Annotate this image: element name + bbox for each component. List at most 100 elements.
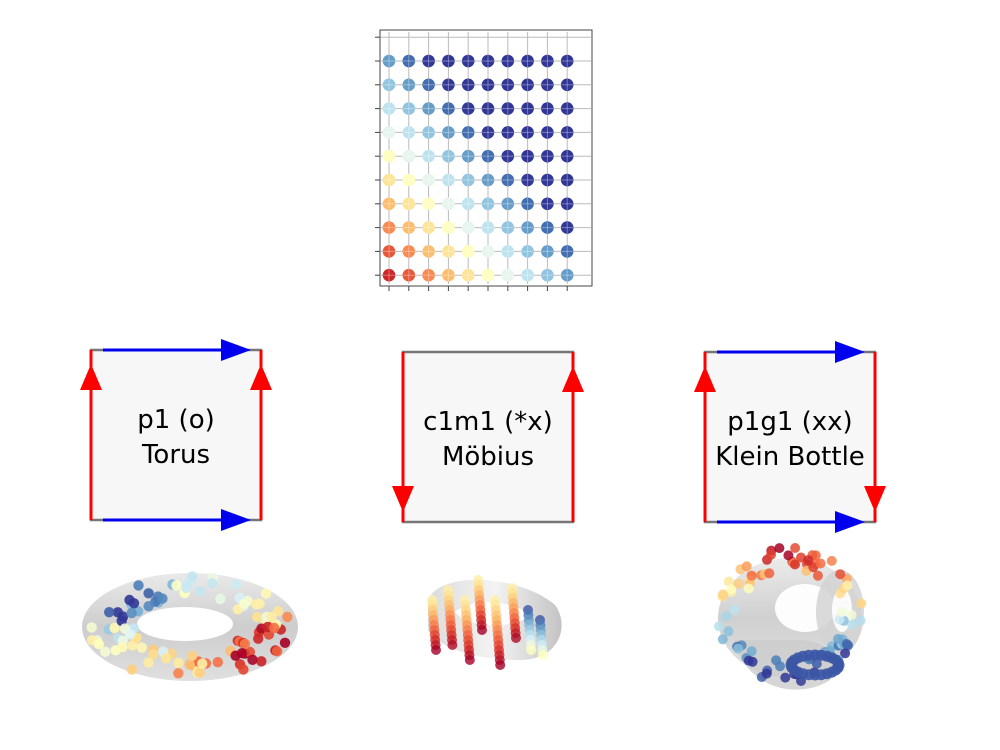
klein-point	[766, 549, 776, 560]
klein-point	[717, 634, 728, 645]
torus-point	[212, 657, 223, 668]
torus-point	[239, 638, 251, 650]
panel-title: p1 (o)	[137, 405, 215, 435]
klein-point	[746, 570, 757, 581]
grid-point	[501, 78, 515, 92]
mobius-point	[537, 650, 548, 660]
torus-point	[215, 593, 226, 605]
edge-arrowhead	[221, 509, 251, 531]
grid-point	[422, 78, 435, 92]
klein-point	[832, 656, 844, 668]
grid-point	[521, 221, 534, 234]
grid-point	[422, 126, 435, 139]
torus-point	[173, 657, 184, 668]
grid-point	[442, 54, 455, 68]
grid-point	[521, 102, 534, 115]
edge-arrowhead	[392, 486, 414, 512]
klein-point	[764, 568, 775, 579]
grid-point	[442, 221, 455, 234]
grid-ticks	[375, 36, 568, 291]
edge-arrowhead	[562, 366, 584, 392]
torus-point	[271, 646, 283, 657]
grid-point	[541, 78, 554, 92]
grid-point	[521, 245, 534, 258]
grid-point	[501, 54, 515, 68]
grid-point	[461, 197, 475, 211]
torus-point	[124, 594, 135, 606]
grid-point	[521, 149, 534, 163]
grid-point	[422, 197, 435, 211]
grid-point	[422, 245, 435, 258]
grid-point	[560, 78, 574, 92]
grid-point	[402, 102, 416, 115]
grid-point	[461, 102, 475, 115]
grid-point	[501, 268, 515, 282]
grid-point	[402, 221, 416, 234]
torus-point	[251, 611, 263, 623]
grid-point	[521, 197, 534, 211]
torus-point	[282, 611, 293, 623]
grid-point	[560, 221, 574, 234]
grid-point	[442, 245, 455, 258]
grid-point	[481, 54, 495, 68]
grid-point	[402, 78, 416, 92]
klein-point	[733, 578, 744, 589]
grid-point	[461, 268, 475, 282]
torus-point	[157, 593, 168, 604]
mobius-point	[477, 625, 487, 635]
klein-point	[721, 611, 732, 622]
torus-point	[197, 658, 208, 669]
grid-point	[442, 78, 455, 92]
grid-point	[541, 173, 554, 187]
grid-point	[422, 173, 435, 187]
grid-point	[541, 54, 554, 68]
torus-point	[253, 633, 264, 644]
grid-point	[521, 126, 534, 139]
klein-point	[841, 639, 852, 649]
mobius-point	[495, 660, 506, 670]
klein-point	[833, 634, 843, 644]
panel-mobius: c1m1 (*x) Möbius	[392, 350, 584, 524]
klein-point	[826, 555, 837, 566]
domain-square	[401, 350, 575, 524]
mobius-point	[447, 640, 458, 650]
grid-point	[481, 245, 495, 258]
grid-point	[442, 126, 455, 139]
edge-arrowhead	[835, 341, 865, 363]
torus-point	[187, 650, 198, 661]
grid-point	[541, 102, 554, 115]
klein-point	[726, 584, 737, 595]
klein-point	[835, 569, 846, 580]
grid-point	[402, 54, 416, 68]
grid-point	[521, 173, 534, 187]
torus-point	[187, 571, 198, 582]
panel-torus: p1 (o) Torus	[80, 339, 272, 531]
grid-point	[481, 78, 495, 92]
panel-title: p1g1 (xx)	[727, 407, 852, 437]
grid-point	[402, 173, 416, 187]
grid-point	[541, 197, 554, 211]
grid-point	[560, 245, 574, 258]
mobius-point	[526, 645, 537, 655]
torus-point	[256, 656, 267, 667]
torus-point	[230, 650, 241, 661]
torus-point	[184, 659, 195, 670]
panel-subtitle: Möbius	[442, 442, 534, 472]
grid-point	[541, 149, 554, 163]
klein-point	[761, 668, 772, 679]
torus-point	[117, 642, 128, 653]
grid-point	[461, 78, 475, 92]
panel-title: c1m1 (*x)	[423, 407, 553, 437]
mobius-point	[431, 645, 441, 655]
klein-point	[718, 589, 728, 600]
grid-point	[382, 54, 396, 68]
grid-scatter-plot	[375, 29, 593, 291]
grid-point	[501, 197, 515, 211]
torus-point	[173, 668, 184, 679]
torus-point	[254, 598, 265, 609]
torus-point	[238, 598, 250, 609]
grid-point	[560, 126, 574, 139]
klein-point	[842, 580, 853, 591]
grid-point	[560, 102, 574, 115]
klein-point	[790, 543, 801, 553]
